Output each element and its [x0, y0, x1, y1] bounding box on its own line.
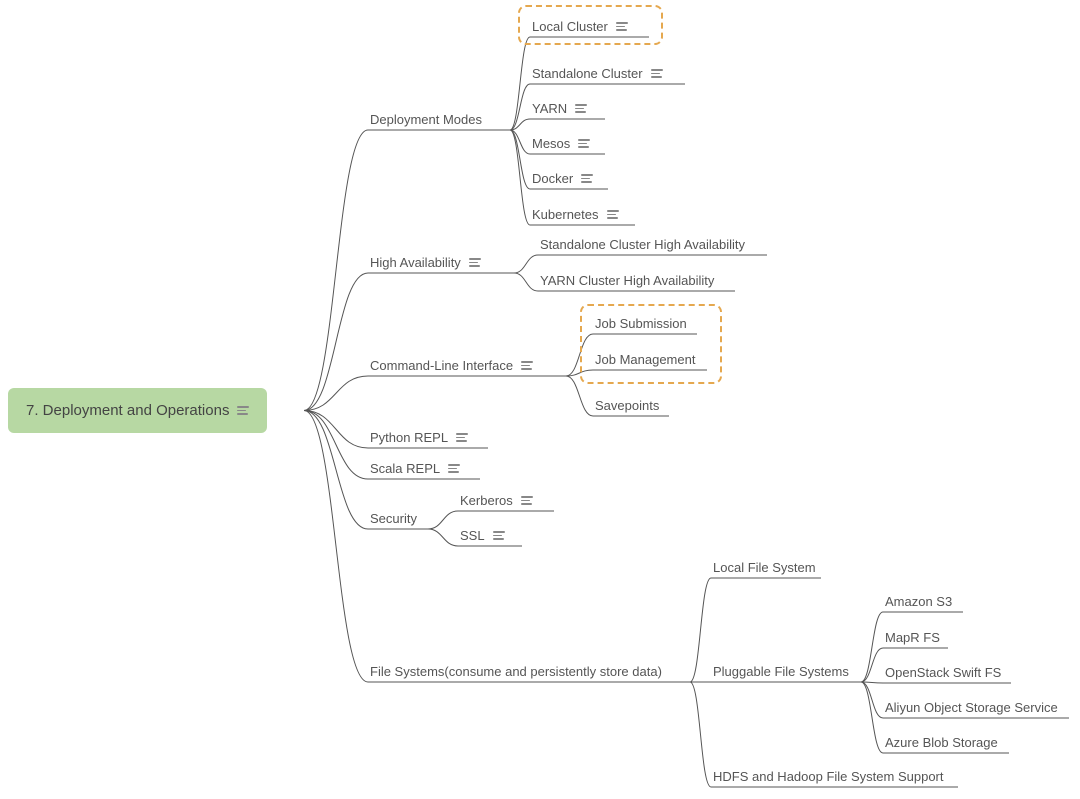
node-label: Docker: [532, 171, 573, 186]
node-label: Standalone Cluster High Availability: [540, 237, 745, 252]
mindmap-node[interactable]: Amazon S3: [885, 594, 952, 611]
node-label: Amazon S3: [885, 594, 952, 609]
mindmap-node[interactable]: High Availability: [370, 255, 481, 272]
mindmap-node[interactable]: YARN: [532, 101, 587, 118]
node-label: Pluggable File Systems: [713, 664, 849, 679]
node-label: SSL: [460, 528, 485, 543]
node-label: Standalone Cluster: [532, 66, 643, 81]
node-label: Savepoints: [595, 398, 659, 413]
mindmap-node[interactable]: Standalone Cluster: [532, 66, 663, 83]
node-label: Command-Line Interface: [370, 358, 513, 373]
node-label: Scala REPL: [370, 461, 440, 476]
notes-icon: [607, 210, 619, 219]
node-label: Local File System: [713, 560, 816, 575]
node-label: Azure Blob Storage: [885, 735, 998, 750]
mindmap-node[interactable]: HDFS and Hadoop File System Support: [713, 769, 944, 786]
node-label: Kubernetes: [532, 207, 599, 222]
notes-icon: [575, 104, 587, 113]
notes-icon: [237, 406, 249, 415]
notes-icon: [521, 361, 533, 370]
node-label: 7. Deployment and Operations: [26, 402, 229, 419]
notes-icon: [581, 174, 593, 183]
mindmap-node[interactable]: Kerberos: [460, 493, 533, 510]
highlight-box: [580, 304, 722, 384]
mindmap-node[interactable]: Aliyun Object Storage Service: [885, 700, 1058, 717]
notes-icon: [521, 496, 533, 505]
notes-icon: [448, 464, 460, 473]
notes-icon: [469, 258, 481, 267]
mindmap-node[interactable]: Python REPL: [370, 430, 468, 447]
node-label: MapR FS: [885, 630, 940, 645]
mindmap-node[interactable]: Mesos: [532, 136, 590, 153]
mindmap-node[interactable]: YARN Cluster High Availability: [540, 273, 714, 290]
mindmap-node[interactable]: OpenStack Swift FS: [885, 665, 1001, 682]
mindmap-node[interactable]: Savepoints: [595, 398, 659, 415]
mindmap-node[interactable]: Security: [370, 511, 417, 528]
node-label: Kerberos: [460, 493, 513, 508]
root-node[interactable]: 7. Deployment and Operations: [8, 388, 267, 433]
node-label: OpenStack Swift FS: [885, 665, 1001, 680]
notes-icon: [456, 433, 468, 442]
node-label: Mesos: [532, 136, 570, 151]
mindmap-node[interactable]: Docker: [532, 171, 593, 188]
node-label: HDFS and Hadoop File System Support: [713, 769, 944, 784]
mindmap-node[interactable]: Local File System: [713, 560, 816, 577]
highlight-box: [518, 5, 663, 45]
mindmap-node[interactable]: Azure Blob Storage: [885, 735, 998, 752]
node-label: Deployment Modes: [370, 112, 482, 127]
node-label: High Availability: [370, 255, 461, 270]
mindmap-node[interactable]: Kubernetes: [532, 207, 619, 224]
mindmap-node[interactable]: SSL: [460, 528, 505, 545]
mindmap-node[interactable]: MapR FS: [885, 630, 940, 647]
node-label: Aliyun Object Storage Service: [885, 700, 1058, 715]
notes-icon: [651, 69, 663, 78]
mindmap-node[interactable]: Standalone Cluster High Availability: [540, 237, 745, 254]
mindmap-node[interactable]: Pluggable File Systems: [713, 664, 849, 681]
node-label: YARN Cluster High Availability: [540, 273, 714, 288]
mindmap-node[interactable]: Scala REPL: [370, 461, 460, 478]
node-label: Security: [370, 511, 417, 526]
notes-icon: [493, 531, 505, 540]
mindmap-node[interactable]: File Systems(consume and persistently st…: [370, 664, 662, 681]
node-label: Python REPL: [370, 430, 448, 445]
mindmap-node[interactable]: Command-Line Interface: [370, 358, 533, 375]
node-label: File Systems(consume and persistently st…: [370, 664, 662, 679]
node-label: YARN: [532, 101, 567, 116]
notes-icon: [578, 139, 590, 148]
mindmap-node[interactable]: Deployment Modes: [370, 112, 482, 129]
